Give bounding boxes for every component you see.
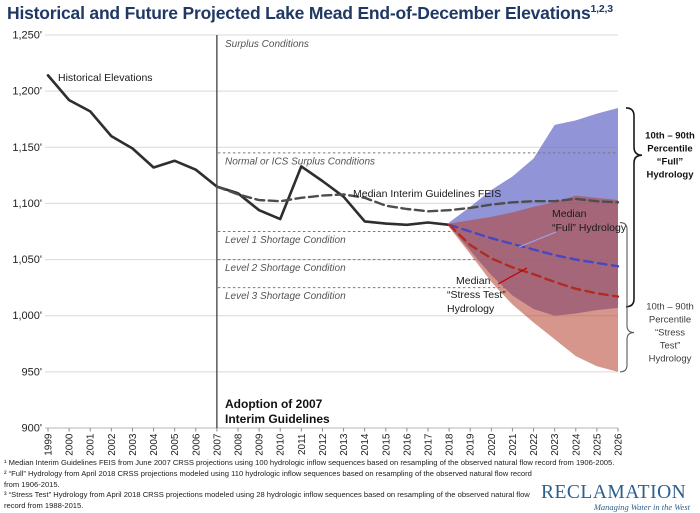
y-tick-label: 1,200' [12,86,42,98]
y-tick-label: 1,100' [12,198,42,210]
median-stress-label: Median [456,275,491,287]
adoption-label: Interim Guidelines [225,412,330,426]
x-tick-label: 2021 [508,433,519,456]
x-tick-label: 2020 [487,433,498,456]
x-tick-label: 2003 [128,433,139,456]
y-tick-label: 950' [22,366,42,378]
footnotes: ¹ Median Interim Guidelines FEIS from Ju… [4,458,700,512]
feis-line [215,185,620,213]
x-tick-label: 2004 [149,433,160,456]
historical-line [46,74,451,227]
median-stress-label: “Stress Test” [447,289,506,301]
full-percentile-label: 10th – 90th [645,131,695,142]
page-title: Historical and Future Projected Lake Mea… [7,3,613,24]
footnote-3: ³ “Stress Test” Hydrology from April 201… [4,490,530,511]
x-tick-label: 2002 [107,433,118,456]
stress-percentile-label: Hydrology [649,354,692,365]
x-tick-label: 2006 [191,433,202,456]
x-tick-label: 2007 [212,433,223,456]
x-tick-label: 2016 [402,433,413,456]
y-tick-label: 900' [22,423,42,435]
x-tick-label: 2017 [423,433,434,456]
footnote-1: ¹ Median Interim Guidelines FEIS from Ju… [4,458,615,467]
x-tick-label: 2005 [170,433,181,456]
x-tick-label: 2001 [86,433,97,456]
x-tick-label: 2022 [529,433,540,456]
historical-elevations-label: Historical Elevations [58,72,153,84]
stress-percentile-label: “Stress [655,328,685,339]
x-tick-label: 2024 [571,433,582,456]
adoption-label: Adoption of 2007 [225,397,323,411]
x-tick-label: 1999 [44,433,55,456]
median-full-label: “Full” Hydrology [552,222,627,234]
median_stress-line [447,223,620,298]
median_full-line [447,223,620,268]
x-tick-label: 2012 [318,433,329,456]
page-title-text: Historical and Future Projected Lake Mea… [7,3,591,23]
reclamation-tagline: Managing Water in the West [593,501,690,512]
y-tick-label: 1,000' [12,310,42,322]
x-tick-label: 2015 [381,433,392,456]
full-percentile-label: “Full” [657,157,684,168]
reclamation-wordmark: RECLAMATION [541,482,687,503]
median-stress-label: Hydrology [447,303,495,315]
median-full-label: Median [552,208,587,220]
stress-percentile-label: Percentile [649,315,691,326]
x-tick-label: 2014 [360,433,371,456]
median-full-leader-line [518,231,557,248]
full-percentile-label: Hydrology [647,170,695,181]
shortage-line-label-3: Level 2 Shortage Condition [225,263,346,274]
full-percentile-label: Percentile [647,144,692,155]
x-tick-label: 2019 [466,433,477,456]
x-tick-label: 2025 [592,433,603,456]
shortage-line-label-4: Level 3 Shortage Condition [225,291,346,302]
reclamation-logo: RECLAMATION Managing Water in the West [541,483,690,512]
x-tick-label: 2008 [233,433,244,456]
full-percentile-brace [625,107,643,308]
y-tick-label: 1,050' [12,254,42,266]
x-tick-label: 2010 [276,433,287,456]
stress-percentile-brace [619,221,635,373]
x-tick-label: 2023 [550,433,561,456]
x-tick-label: 2013 [339,433,350,456]
surplus-zone-label: Surplus Conditions [225,39,309,50]
median-stress-leader-line [497,267,528,285]
shortage-line-label-2: Level 1 Shortage Condition [225,235,346,246]
x-tick-label: 2011 [297,433,308,455]
y-tick-label: 1,150' [12,142,42,154]
x-tick-label: 2000 [65,433,76,456]
footnote-2: ² “Full” Hydrology from April 2018 CRSS … [4,468,532,489]
feis-label: Median Interim Guidelines FEIS [353,188,501,200]
stress-test-hydrology-band [449,195,618,372]
page-title-superscript: 1,2,3 [590,3,614,16]
stress-percentile-label: 10th – 90th [646,302,694,313]
x-tick-label: 2026 [613,433,624,456]
stress-percentile-label: Test” [660,341,681,352]
y-tick-label: 1,250' [12,30,42,42]
x-tick-label: 2018 [445,433,456,456]
x-tick-label: 2009 [255,433,266,456]
shortage-line-label-1: Normal or ICS Surplus Conditions [225,156,375,167]
